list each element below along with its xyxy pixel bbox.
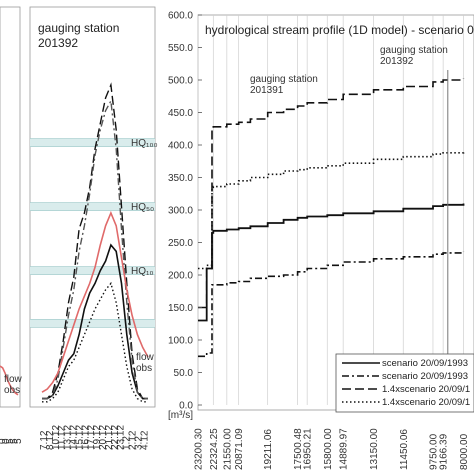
hydrograph-line <box>42 281 148 403</box>
hydrograph-tick-labels: 7.128.1210.1211.1213.1214.1215.1216.1217… <box>39 425 150 450</box>
hq-band <box>30 266 155 275</box>
profile-y-tick: 0.0 <box>179 401 193 412</box>
hydrograph-x-tick: 1.2 <box>122 436 133 450</box>
hq-label: HQ₅₀ <box>131 202 154 213</box>
left-x-tick: 5 <box>9 438 20 444</box>
mid-title-line1: gauging station <box>38 21 119 35</box>
hydrograph-x-tick: 19.12 <box>92 425 103 450</box>
hq-band <box>30 319 155 328</box>
hydrograph-x-tick: 15.12 <box>74 425 85 450</box>
profile-x-tick: 23200.30 <box>194 428 205 470</box>
station-label: gauging station 201391 <box>250 74 318 96</box>
hydrograph-x-tick: 23.12 <box>116 425 127 450</box>
hq-label: HQ₁₀₀ <box>131 138 158 149</box>
hydrograph-x-tick: 13.12 <box>63 425 74 450</box>
profile-x-tick: 11450.06 <box>399 429 410 470</box>
profile-x-tick: 13150.00 <box>369 428 380 470</box>
profile-x-tick: 8000.00 <box>459 433 470 470</box>
hq-band <box>30 202 155 211</box>
left-x-tick: 0 <box>0 438 8 444</box>
profile-series-line <box>198 78 465 309</box>
hydrograph-x-tick: 2.12 <box>128 430 139 450</box>
profile-y-tick: 150.0 <box>168 303 193 314</box>
mid-flow-obs-label: flow obs <box>136 352 155 374</box>
profile-y-tick: 350.0 <box>168 173 193 184</box>
profile-tick-labels: 0.0 50.0 100.0 150.0 200.0 250.0 300.0 350.0 400… <box>168 11 470 471</box>
left-panel-frame <box>0 6 21 408</box>
left-x-tick: 5 <box>5 438 16 444</box>
left-tick-labels: 00555 <box>0 438 24 444</box>
hydrograph-x-tick: 8.12 <box>45 430 56 450</box>
hydrograph-x-tick: 20.12 <box>98 425 109 450</box>
profile-x-tick: 9166.39 <box>439 433 450 470</box>
hydrograph-x-tick: 22.12 <box>110 425 121 450</box>
profile-x-tick: 20871.09 <box>234 428 245 470</box>
left-series-line <box>0 365 19 396</box>
profile-x-tick: 9750.00 <box>428 433 439 470</box>
hydrograph-x-tick: 10.12 <box>51 425 62 450</box>
mid-panel-title: gauging station 201392 <box>38 21 119 50</box>
hydrograph-series-group <box>41 82 149 403</box>
mid-title-line2: 201392 <box>38 36 78 50</box>
profile-x-tick: 19211.06 <box>263 429 274 470</box>
left-series-group <box>0 365 19 396</box>
profile-x-tick: 14889.97 <box>339 428 350 470</box>
hydrograph-x-tick: 16.12 <box>80 425 91 450</box>
profile-series-line <box>198 150 465 270</box>
legend-label: scenario 20/09/1993 <box>382 358 468 369</box>
profile-y-tick: 200.0 <box>168 271 193 282</box>
legend-label: 1.4xscenario 20/09/1 <box>382 384 470 395</box>
profile-y-tick: 300.0 <box>168 206 193 217</box>
profile-y-tick: 400.0 <box>168 141 193 152</box>
profile-title: hydrological stream profile (1D model) -… <box>205 23 474 37</box>
profile-series-group <box>198 78 465 358</box>
profile-series-line <box>198 251 465 358</box>
right-panel-frame <box>197 14 474 411</box>
profile-x-tick: 22324.25 <box>209 428 220 470</box>
hydrograph-line <box>41 210 149 393</box>
legend-label: 1.4xscenario 20/09/1 <box>382 397 470 408</box>
profile-series-line <box>198 203 465 322</box>
hydrograph-x-tick: 21.12 <box>104 425 115 450</box>
hydrograph-x-tick: 3.2 <box>133 436 144 450</box>
annotations: flow obs flow obs gauging station 201391 gaugi… <box>4 45 449 405</box>
hydrograph-x-tick: 14.12 <box>69 425 80 450</box>
station-label: gauging station 201392 <box>380 45 448 67</box>
profile-legend: scenario 20/09/1993 scenario 20/09/1993 1.… <box>335 353 474 413</box>
profile-x-tick: 21550.00 <box>222 428 233 470</box>
left-x-tick: 5 <box>13 438 24 444</box>
profile-gridlines <box>197 15 464 405</box>
profile-y-label: [m³/s] <box>168 410 193 421</box>
hydrograph-line <box>42 82 148 400</box>
hydrograph-line <box>42 98 148 400</box>
left-flow-obs-label: flow obs <box>4 374 23 396</box>
hq-band <box>30 138 155 147</box>
profile-x-tick: 16950.21 <box>303 428 314 470</box>
hq-bands: HQ₁₀₀ HQ₅₀ HQ₁₀ <box>30 138 158 328</box>
hydrograph-x-tick: 4.12 <box>139 430 150 450</box>
hydrograph-x-tick: 7.12 <box>39 430 50 450</box>
profile-y-tick: 100.0 <box>168 336 193 347</box>
profile-y-tick: 250.0 <box>168 238 193 249</box>
profile-y-tick: 550.0 <box>168 43 193 54</box>
left-x-tick: 0 <box>1 438 12 444</box>
profile-x-tick: 15800.00 <box>323 428 334 470</box>
profile-y-tick: 600.0 <box>168 11 193 22</box>
profile-y-tick: 450.0 <box>168 108 193 119</box>
hydrograph-line <box>42 243 148 400</box>
hydrograph-x-tick: 11.12 <box>57 425 68 450</box>
hq-label: HQ₁₀ <box>131 266 154 277</box>
profile-y-tick: 500.0 <box>168 76 193 87</box>
hydrograph-x-tick: 17.12 <box>86 425 97 450</box>
profile-y-tick: 50.0 <box>174 368 194 379</box>
legend-label: scenario 20/09/1993 <box>382 371 468 382</box>
profile-x-tick: 17500.48 <box>293 428 304 470</box>
